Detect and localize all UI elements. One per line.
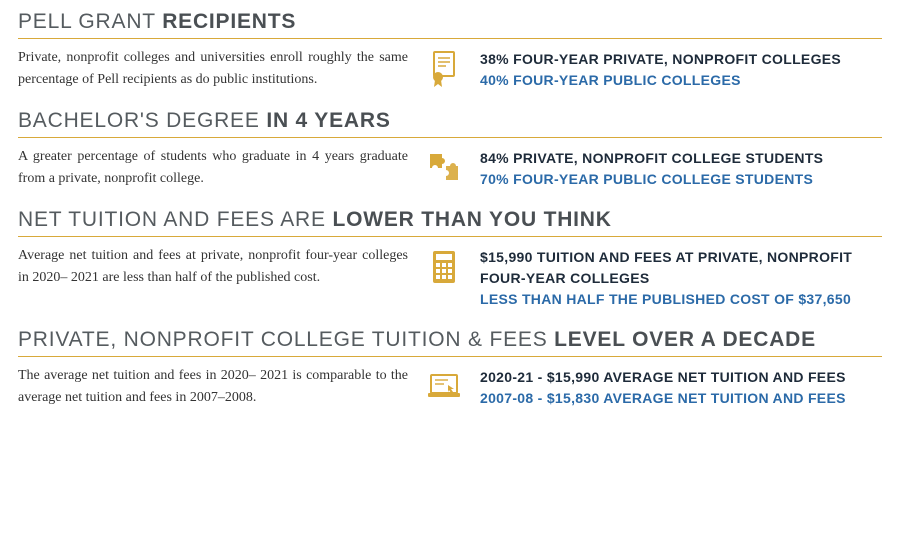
- section-description: A greater percentage of students who gra…: [18, 146, 408, 189]
- section-row: Average net tuition and fees at private,…: [18, 245, 882, 310]
- certificate-ribbon-icon: [422, 47, 466, 89]
- section-description: Private, nonprofit colleges and universi…: [18, 47, 408, 90]
- title-light: BACHELOR'S DEGREE: [18, 109, 266, 132]
- section-tuition-level: PRIVATE, NONPROFIT COLLEGE TUITION & FEE…: [18, 328, 882, 409]
- section-title: NET TUITION AND FEES ARE LOWER THAN YOU …: [18, 208, 882, 232]
- section-title: PELL GRANT RECIPIENTS: [18, 10, 882, 34]
- section-row: The average net tuition and fees in 2020…: [18, 365, 882, 409]
- section-description: The average net tuition and fees in 2020…: [18, 365, 408, 408]
- stat-secondary: 70% FOUR-YEAR PUBLIC COLLEGE STUDENTS: [480, 169, 882, 190]
- gold-divider: [18, 356, 882, 357]
- gold-divider: [18, 236, 882, 237]
- section-title: PRIVATE, NONPROFIT COLLEGE TUITION & FEE…: [18, 328, 882, 352]
- stat-secondary: 40% FOUR-YEAR PUBLIC COLLEGES: [480, 70, 882, 91]
- section-stats: $15,990 TUITION AND FEES AT PRIVATE, NON…: [480, 245, 882, 310]
- gold-divider: [18, 137, 882, 138]
- title-light: PELL GRANT: [18, 10, 162, 33]
- laptop-cursor-icon: [422, 365, 466, 407]
- title-bold: LEVEL OVER A DECADE: [554, 328, 816, 351]
- stat-primary: 38% FOUR-YEAR PRIVATE, NONPROFIT COLLEGE…: [480, 49, 882, 70]
- calculator-icon: [422, 245, 466, 287]
- section-description: Average net tuition and fees at private,…: [18, 245, 408, 288]
- section-row: Private, nonprofit colleges and universi…: [18, 47, 882, 91]
- section-net-tuition: NET TUITION AND FEES ARE LOWER THAN YOU …: [18, 208, 882, 310]
- puzzle-icon: [422, 146, 466, 188]
- section-row: A greater percentage of students who gra…: [18, 146, 882, 190]
- title-light: NET TUITION AND FEES ARE: [18, 208, 332, 231]
- section-stats: 2020-21 - $15,990 AVERAGE NET TUITION AN…: [480, 365, 882, 409]
- stat-primary: 2020-21 - $15,990 AVERAGE NET TUITION AN…: [480, 367, 882, 388]
- section-bachelors-degree: BACHELOR'S DEGREE IN 4 YEARS A greater p…: [18, 109, 882, 190]
- stat-primary: 84% PRIVATE, NONPROFIT COLLEGE STUDENTS: [480, 148, 882, 169]
- section-stats: 84% PRIVATE, NONPROFIT COLLEGE STUDENTS …: [480, 146, 882, 190]
- title-bold: IN 4 YEARS: [266, 109, 390, 132]
- section-stats: 38% FOUR-YEAR PRIVATE, NONPROFIT COLLEGE…: [480, 47, 882, 91]
- title-bold: LOWER THAN YOU THINK: [332, 208, 611, 231]
- section-title: BACHELOR'S DEGREE IN 4 YEARS: [18, 109, 882, 133]
- title-light: PRIVATE, NONPROFIT COLLEGE TUITION & FEE…: [18, 328, 554, 351]
- section-pell-grant: PELL GRANT RECIPIENTS Private, nonprofit…: [18, 10, 882, 91]
- stat-secondary: LESS THAN HALF THE PUBLISHED COST OF $37…: [480, 289, 882, 310]
- title-bold: RECIPIENTS: [162, 10, 296, 33]
- stat-primary: $15,990 TUITION AND FEES AT PRIVATE, NON…: [480, 247, 882, 289]
- stat-secondary: 2007-08 - $15,830 AVERAGE NET TUITION AN…: [480, 388, 882, 409]
- gold-divider: [18, 38, 882, 39]
